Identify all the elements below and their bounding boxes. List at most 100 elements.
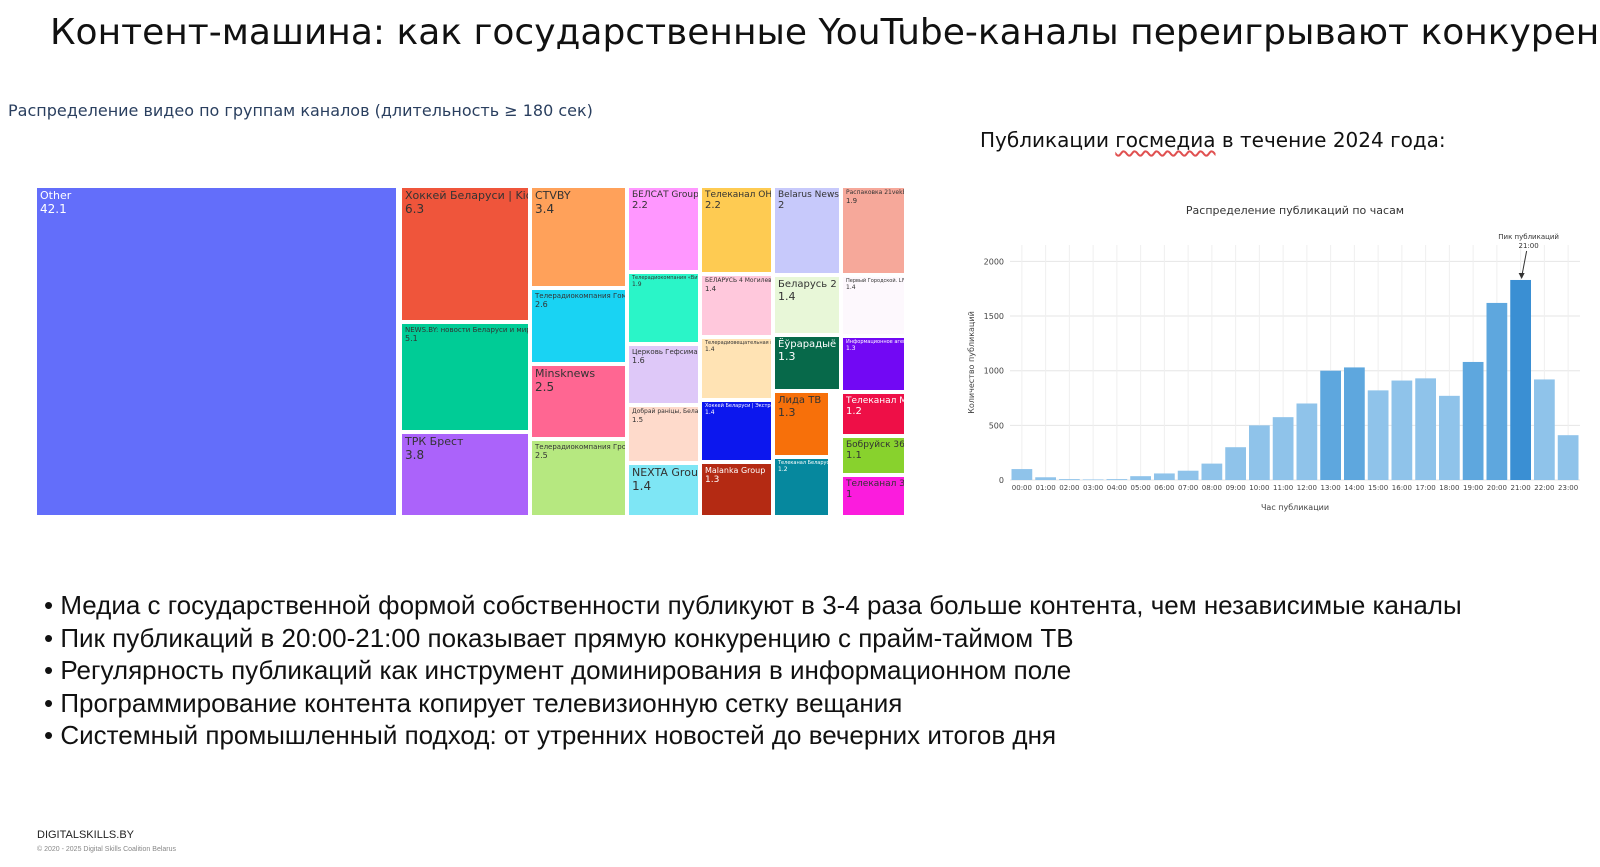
slide-title: Контент-машина: как государственные YouT…	[50, 12, 1600, 53]
treemap-cell-label: ТРК Брест	[405, 435, 464, 448]
footer-brand: DIGITALSKILLS.BY	[37, 829, 135, 841]
bar	[1201, 463, 1223, 480]
treemap-cell-value: 1.9	[846, 196, 858, 205]
x-tick-label: 10:00	[1249, 484, 1269, 492]
bar	[1486, 302, 1508, 480]
x-tick-label: 07:00	[1178, 484, 1198, 492]
treemap-cell: Хоккей Беларуси | Kids 6.3	[400, 186, 530, 322]
x-tick-label: 16:00	[1392, 484, 1412, 492]
x-tick-label: 14:00	[1344, 484, 1364, 492]
x-tick-label: 01:00	[1036, 484, 1056, 492]
treemap-cell-label: Телерадиокомпания Гомель	[535, 292, 627, 300]
treemap-cell: Телерадиокомпания Гродно2.5	[530, 439, 627, 517]
treemap-cell-value: 1.4	[632, 478, 652, 493]
x-tick-label: 21:00	[1511, 484, 1531, 492]
caption-suffix: в течение 2024 года:	[1215, 128, 1446, 152]
x-tick-label: 15:00	[1368, 484, 1388, 492]
treemap-cell-value: 42.1	[40, 201, 67, 216]
bar	[1272, 417, 1294, 480]
y-tick-label: 1000	[984, 367, 1004, 376]
treemap-cell: Ёўрарадыё 1.3	[773, 335, 841, 391]
treemap-cell-value: 3.4	[535, 201, 555, 216]
treemap-cell-value: 2.6	[535, 300, 548, 310]
treemap-cell-value: 1.1	[846, 450, 862, 462]
bar	[1462, 361, 1484, 480]
treemap-cell: Телерадиовещательная компания1.4	[700, 337, 773, 400]
bar	[1011, 469, 1033, 480]
treemap-cell-label: Добрай раніцы, Беларусь	[632, 408, 699, 415]
treemap-cell: ТРК Брест 3.8	[400, 432, 530, 517]
treemap-cell-value: 1.3	[705, 475, 720, 486]
bar-chart-caption: Публикации госмедиа в течение 2024 года:	[980, 128, 1446, 152]
treemap-cell-label: БЕЛАРУСЬ 4 Могилев	[705, 277, 772, 284]
treemap-cell-label: Беларусь 2	[778, 279, 837, 290]
treemap-cell-label: Ёўрарадыё	[778, 339, 837, 350]
treemap-cell-value: 1.3	[778, 405, 796, 419]
treemap-cell-value: 1.3	[846, 344, 856, 352]
treemap-cell-label: Malanka Group	[705, 466, 766, 475]
bar	[1059, 479, 1080, 480]
y-tick-label: 2000	[984, 257, 1004, 266]
peak-annotation-arrow	[1521, 250, 1528, 278]
x-axis-title: Час публикации	[1261, 503, 1329, 512]
y-tick-label: 0	[999, 476, 1004, 485]
treemap-cell-value: 1.2	[778, 465, 788, 473]
treemap-cell-value: 2.5	[535, 379, 555, 394]
treemap-cell-label: NEWS.BY: новости Беларуси и мира	[405, 326, 530, 334]
caption-highlight-word: госмедиа	[1115, 128, 1216, 152]
treemap-cell: Беларусь 2 1.4	[773, 275, 841, 335]
bar	[1344, 367, 1365, 480]
treemap-cell-value: 2.5	[535, 451, 548, 461]
treemap-cell-label: Информационное агентство БелТА	[846, 339, 906, 345]
x-tick-label: 18:00	[1439, 484, 1459, 492]
treemap-cell-value: 6.3	[405, 201, 425, 216]
treemap-cell: БЕЛАРУСЬ 4 Могилев 1.4	[700, 274, 773, 337]
treemap-cell-label: Хоккей Беларуси | Экстралига	[705, 403, 771, 409]
y-axis-title: Количество публикаций	[967, 311, 976, 414]
x-tick-label: 00:00	[1012, 484, 1032, 492]
x-tick-label: 13:00	[1321, 484, 1341, 492]
treemap-cell-label: CTVBY	[535, 189, 571, 202]
treemap-cell-value: 1.6	[632, 356, 645, 366]
bar	[1177, 470, 1199, 480]
y-tick-label: 500	[989, 421, 1004, 430]
treemap-cell-value: 1.4	[705, 408, 715, 416]
y-tick-label: 1500	[984, 312, 1004, 321]
x-tick-label: 05:00	[1131, 484, 1151, 492]
treemap-cell: Телеканал ОНТ 2.2	[700, 186, 773, 274]
bar	[1106, 479, 1128, 480]
x-tick-label: 06:00	[1154, 484, 1174, 492]
treemap-cell-label: БЕЛСАТ Group	[632, 190, 699, 200]
treemap-cell: Бобруйск 360 1.1	[841, 436, 906, 475]
bar	[1320, 370, 1341, 480]
x-tick-label: 08:00	[1202, 484, 1222, 492]
treemap-cell-label: Бобруйск 360	[846, 440, 906, 450]
treemap-cell-value: 3.8	[405, 447, 425, 462]
treemap-cell-label: NEXTA Group	[632, 466, 700, 479]
treemap-cell-label: Телерадиокомпания Гродно	[535, 443, 626, 451]
bullet-list: Медиа с государственной формой собственн…	[44, 589, 1594, 752]
treemap-cell-value: 1.2	[846, 406, 862, 418]
bar	[1130, 476, 1151, 480]
treemap-cell-value: 1.4	[778, 289, 796, 303]
treemap-cell-label: Телерадиовещательная компания	[705, 340, 773, 346]
x-tick-label: 02:00	[1059, 484, 1079, 492]
treemap-cell-label: Minsknews	[535, 367, 596, 380]
treemap-cell: Телеканал Звезда1	[841, 475, 906, 517]
treemap-cell-value: 1	[846, 489, 853, 501]
treemap-cell: Хоккей Беларуси | Экстралига1.4	[700, 400, 773, 462]
treemap-cell-label: Телеканал Беларусь 5	[778, 460, 830, 466]
treemap-cell: Malanka Group 1.3	[700, 462, 773, 517]
peak-annotation-arrowhead	[1518, 272, 1525, 279]
x-tick-label: 17:00	[1416, 484, 1436, 492]
treemap-cell: БЕЛСАТ Group 2.2	[627, 186, 700, 272]
treemap-cell: Телеканал Беларусь 51.2	[773, 457, 830, 517]
bar	[1367, 390, 1389, 480]
bar	[1415, 378, 1436, 480]
treemap-cell: Телерадиокомпания Гомель2.6	[530, 288, 627, 364]
treemap-cell-label: Other	[40, 189, 72, 202]
treemap-cell-label: Телеканал ОНТ	[705, 190, 773, 200]
x-tick-label: 23:00	[1558, 484, 1578, 492]
treemap-cell-label: Лида ТВ	[778, 395, 822, 406]
